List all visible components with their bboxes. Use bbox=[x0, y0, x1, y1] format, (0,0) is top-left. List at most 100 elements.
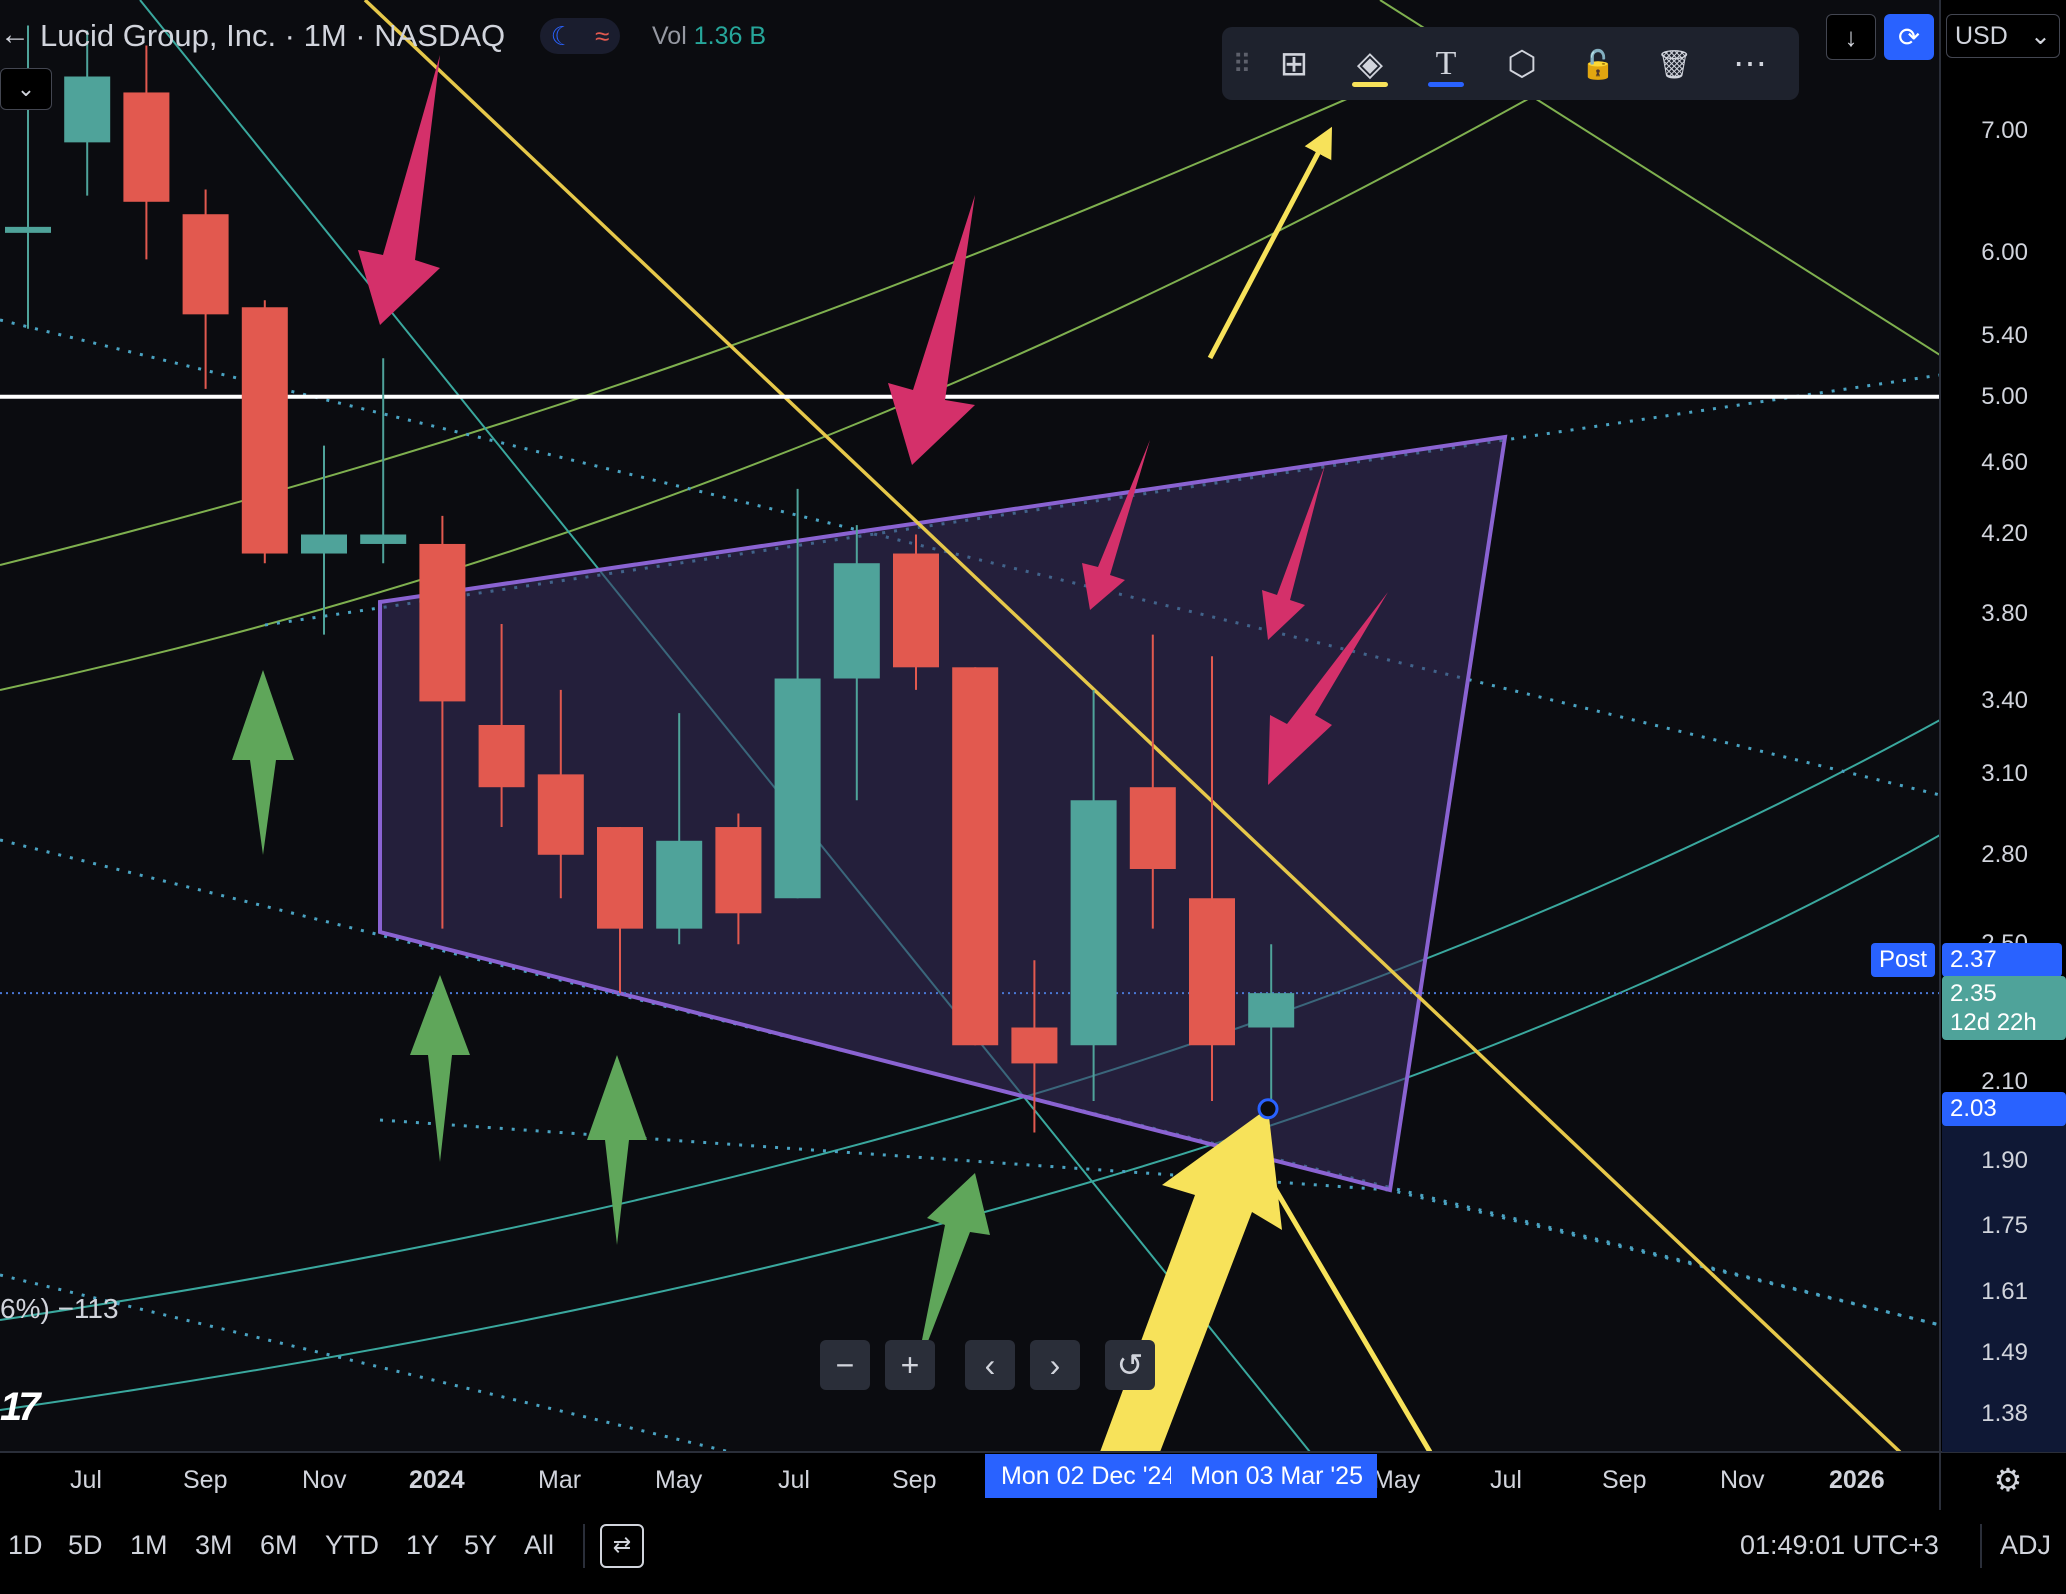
range-all[interactable]: All bbox=[524, 1530, 555, 1560]
candle-body bbox=[301, 534, 347, 554]
range-ytd[interactable]: YTD bbox=[325, 1530, 379, 1560]
price-label: 6.00 bbox=[1981, 238, 2028, 266]
green-curve-2 bbox=[0, 69, 1581, 691]
dotted-line-5 bbox=[379, 1118, 1940, 1327]
price-label: 2.10 bbox=[1981, 1068, 2028, 1095]
price-label: 7.00 bbox=[1981, 117, 2028, 144]
price-label: 1.38 bbox=[1981, 1399, 2028, 1427]
adj-toggle[interactable]: ADJ bbox=[2000, 1530, 2052, 1560]
reset-chart-button[interactable]: ↺ bbox=[1105, 1340, 1155, 1390]
magenta-arrow-1 bbox=[358, 55, 440, 325]
candle-body bbox=[241, 307, 288, 554]
indicator-value: 6%) −113 bbox=[0, 1293, 119, 1324]
price-label: 1.49 bbox=[1981, 1339, 2028, 1367]
price-axis-highlight bbox=[1942, 1110, 2066, 1452]
last-price-badge: 2.35 12d 22h bbox=[1942, 976, 2066, 1040]
volume-indicator[interactable]: Vol 1.36 B bbox=[652, 22, 766, 51]
green-arrow-4 bbox=[915, 1173, 990, 1375]
fill-color-icon: ◈ bbox=[1356, 45, 1384, 83]
candle-body bbox=[1189, 898, 1235, 1046]
text-color-button[interactable]: T bbox=[1418, 37, 1474, 91]
range-1m[interactable]: 1M bbox=[130, 1530, 168, 1560]
bar-countdown: 12d 22h bbox=[1950, 1009, 2037, 1036]
fill-color-swatch bbox=[1352, 82, 1388, 87]
divider bbox=[1980, 1524, 1982, 1568]
candles-layer bbox=[5, 25, 1295, 1133]
magenta-arrow-2 bbox=[888, 195, 975, 465]
currency-select[interactable]: USD ⌄ bbox=[1946, 14, 2060, 58]
back-icon[interactable]: ← bbox=[0, 18, 30, 51]
vol-label: Vol bbox=[652, 22, 687, 50]
candle-body bbox=[1011, 1027, 1058, 1064]
magenta-arrow-5 bbox=[1268, 592, 1388, 785]
price-label: 1.90 bbox=[1981, 1147, 2028, 1175]
download-icon[interactable]: ↓ bbox=[1826, 14, 1876, 60]
candle-body bbox=[1129, 787, 1176, 869]
price-label: 2.80 bbox=[1981, 840, 2028, 868]
candle-body bbox=[715, 827, 762, 914]
templates-icon[interactable]: ⊞ bbox=[1279, 45, 1309, 83]
vol-value: 1.36 B bbox=[693, 22, 766, 50]
yellow-arrow-up bbox=[1207, 126, 1332, 360]
bottom-toolbar bbox=[0, 1510, 2066, 1594]
calendar-icon[interactable]: ⇄ bbox=[600, 1524, 644, 1568]
post-market-label: Post bbox=[1871, 943, 1936, 977]
text-color-icon: T bbox=[1435, 45, 1457, 82]
more-icon[interactable]: ⋯ bbox=[1733, 45, 1767, 83]
market-status[interactable]: ☾ ≈ bbox=[540, 18, 620, 54]
candle-body bbox=[833, 563, 880, 679]
utc-clock[interactable]: 01:49:01 UTC+3 bbox=[1740, 1530, 1939, 1560]
range-end-date: Mon 03 Mar '25 bbox=[1190, 1461, 1363, 1490]
candle-body bbox=[5, 226, 51, 233]
scroll-left-button[interactable]: ‹ bbox=[965, 1340, 1015, 1390]
price-label: 5.00 bbox=[1981, 382, 2028, 410]
collapse-legend-button[interactable]: ⌄ bbox=[0, 68, 52, 110]
chevron-down-icon: ⌄ bbox=[2030, 22, 2051, 50]
wave-icon: ≈ bbox=[595, 20, 610, 51]
price-label: 4.20 bbox=[1981, 520, 2028, 548]
range-start-date: Mon 02 Dec '24 bbox=[1001, 1461, 1171, 1490]
trash-icon[interactable]: 🗑 bbox=[1656, 48, 1692, 80]
range-5y[interactable]: 5Y bbox=[464, 1530, 498, 1560]
candle-body bbox=[182, 214, 229, 315]
cursor-point bbox=[1257, 1098, 1279, 1120]
price-label: 3.10 bbox=[1981, 760, 2028, 788]
dotted-line-3 bbox=[0, 1273, 731, 1452]
lock-icon[interactable]: 🔓 bbox=[1580, 48, 1616, 80]
gear-icon[interactable]: ⚙ bbox=[1993, 1462, 2023, 1498]
scroll-right-button[interactable]: › bbox=[1030, 1340, 1080, 1390]
range-1d[interactable]: 1D bbox=[8, 1530, 43, 1560]
price-label: 5.40 bbox=[1981, 321, 2028, 349]
candle-body bbox=[597, 827, 643, 929]
text-color-swatch bbox=[1428, 82, 1464, 87]
last-price: 2.35 bbox=[1950, 980, 1997, 1007]
green-arrow-3 bbox=[587, 1055, 647, 1245]
candle-body bbox=[64, 76, 111, 143]
candle-body bbox=[893, 553, 939, 668]
cursor-price-badge: 2.03 bbox=[1942, 1092, 2066, 1126]
divider bbox=[583, 1524, 585, 1568]
zoom-in-button[interactable]: + bbox=[885, 1340, 935, 1390]
range-1y[interactable]: 1Y bbox=[406, 1530, 440, 1560]
price-axis[interactable]: 7.00 6.00 5.40 5.00 4.60 4.20 3.80 3.40 … bbox=[1940, 0, 2066, 1452]
range-5d[interactable]: 5D bbox=[68, 1530, 103, 1560]
drawing-toolbar: ⠿ ⊞ ◈ T ⬡ 🔓 🗑 ⋯ bbox=[1222, 27, 1799, 100]
range-3m[interactable]: 3M bbox=[195, 1530, 233, 1560]
price-label: 3.80 bbox=[1981, 599, 2028, 627]
tradingview-logo[interactable]: 17 bbox=[0, 1385, 40, 1429]
candle-body bbox=[952, 667, 999, 1046]
candle-body bbox=[478, 724, 525, 788]
fill-color-button[interactable]: ◈ bbox=[1342, 37, 1398, 91]
candle-body bbox=[360, 534, 407, 544]
candle-body bbox=[1248, 993, 1295, 1028]
price-label: 1.75 bbox=[1981, 1212, 2028, 1239]
post-market-price: 2.37 bbox=[1942, 943, 2062, 977]
zoom-out-button[interactable]: − bbox=[820, 1340, 870, 1390]
range-6m[interactable]: 6M bbox=[260, 1530, 298, 1560]
settings-icon[interactable]: ⬡ bbox=[1507, 45, 1537, 83]
symbol-title[interactable]: Lucid Group, Inc. · 1M · NASDAQ bbox=[40, 18, 506, 53]
sync-icon[interactable]: ⟳ bbox=[1884, 14, 1934, 60]
drag-handle-icon[interactable]: ⠿ bbox=[1232, 48, 1252, 79]
price-label: 4.60 bbox=[1981, 448, 2028, 476]
